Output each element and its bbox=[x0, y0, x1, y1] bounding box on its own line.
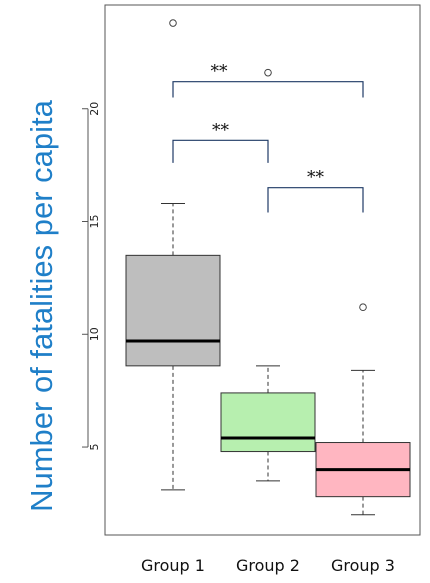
significance-bracket bbox=[267, 187, 364, 213]
significance-bracket bbox=[172, 139, 269, 163]
y-axis-label: Number of fatalities per capita bbox=[24, 99, 59, 512]
y-tick-label: 20 bbox=[88, 102, 101, 116]
category-label: Group 3 bbox=[331, 556, 395, 575]
category-label: Group 2 bbox=[236, 556, 300, 575]
outlier-point bbox=[359, 303, 367, 312]
box-1 bbox=[125, 19, 221, 491]
category-labels: Group 1 Group 2 Group 3 bbox=[141, 556, 395, 575]
y-tick-label: 15 bbox=[88, 215, 101, 229]
plot-frame bbox=[104, 4, 421, 536]
category-label: Group 1 bbox=[141, 556, 205, 575]
significance-label: ** bbox=[307, 168, 325, 188]
y-tick-label: 10 bbox=[88, 327, 101, 341]
box-iqr bbox=[220, 392, 316, 453]
outlier-point bbox=[169, 19, 177, 27]
significance-bracket bbox=[172, 81, 364, 98]
significance-label: ** bbox=[211, 62, 229, 82]
boxes-layer bbox=[125, 19, 411, 516]
y-tick-label: 5 bbox=[88, 444, 101, 451]
box-3 bbox=[315, 303, 411, 516]
y-axis-ticks: 5 10 15 20 bbox=[82, 102, 101, 451]
significance-label: ** bbox=[212, 120, 230, 140]
outlier-point bbox=[264, 68, 272, 77]
significance-layer: ** ** ** bbox=[172, 62, 364, 213]
box-2 bbox=[220, 68, 316, 482]
box-iqr bbox=[125, 254, 221, 367]
